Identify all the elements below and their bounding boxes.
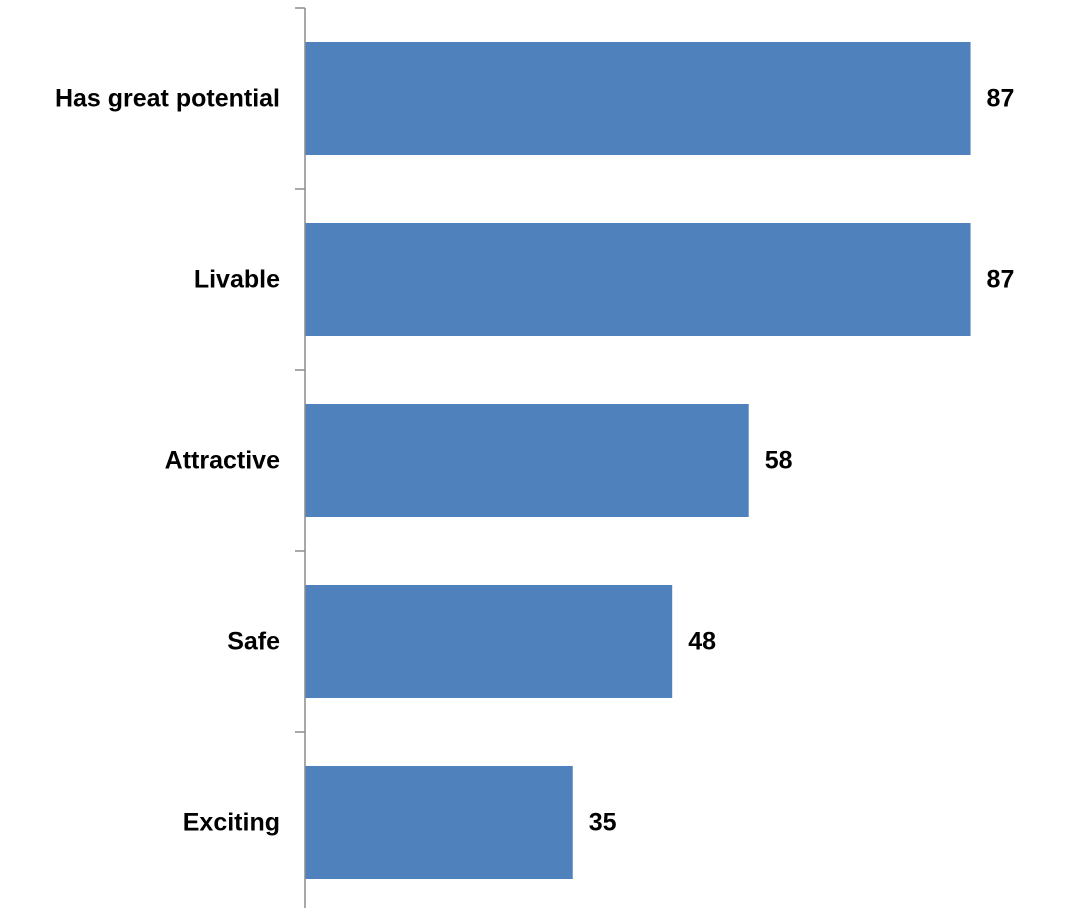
category-label-livable: Livable [194, 266, 280, 294]
axis-ticks-group [295, 7, 305, 733]
value-label-attractive: 58 [765, 447, 793, 475]
category-label-has-great-potential: Has great potential [55, 85, 280, 113]
bar-safe [305, 585, 673, 698]
value-label-livable: 87 [987, 266, 1015, 294]
category-label-safe: Safe [227, 628, 280, 656]
bar-livable [305, 223, 971, 336]
bar-has-great-potential [305, 42, 971, 155]
value-label-safe: 48 [688, 628, 716, 656]
category-label-attractive: Attractive [165, 447, 280, 475]
bar-exciting [305, 766, 573, 879]
category-label-exciting: Exciting [183, 809, 280, 837]
category-labels-group: Has great potential Livable Attractive Safe… [55, 85, 280, 837]
value-label-has-great-potential: 87 [987, 85, 1015, 113]
value-labels-group: 87 87 58 48 35 [589, 85, 1015, 837]
value-label-exciting: 35 [589, 809, 617, 837]
bars-group [305, 42, 971, 879]
bar-attractive [305, 404, 749, 517]
